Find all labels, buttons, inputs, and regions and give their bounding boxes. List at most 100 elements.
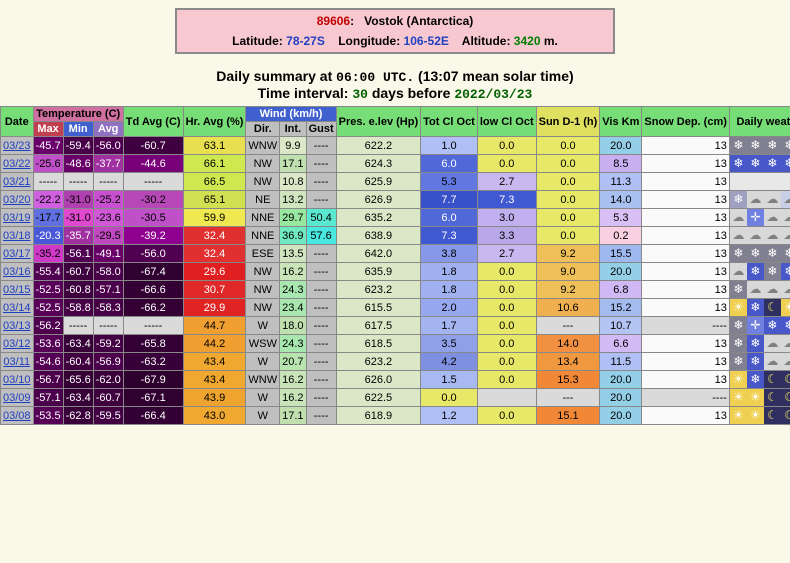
table-cell: 642.0 — [336, 245, 420, 263]
snow-icon: ❄ — [730, 245, 747, 262]
table-cell: 03/16 — [1, 263, 34, 281]
table-cell: 11.5 — [600, 353, 642, 371]
table-cell: -30.2 — [123, 191, 183, 209]
table-cell: ---- — [306, 371, 336, 389]
table-cell: 0.0 — [477, 299, 536, 317]
table-cell: 14.0 — [600, 191, 642, 209]
snow-icon: ❄ — [730, 137, 747, 154]
blank-icon — [747, 173, 764, 190]
table-cell: -29.5 — [93, 227, 123, 245]
date-link[interactable]: 03/10 — [3, 374, 31, 386]
table-cell: 66.1 — [183, 155, 246, 173]
table-cell: ---- — [306, 245, 336, 263]
table-cell: 23.4 — [280, 299, 306, 317]
snow-icon: ❄ — [730, 281, 747, 298]
table-cell: -20.3 — [33, 227, 63, 245]
table-cell: 03/09 — [1, 389, 34, 407]
date-link[interactable]: 03/16 — [3, 266, 31, 278]
table-cell: 29.7 — [280, 209, 306, 227]
table-row: 03/19-17.7-31.0-23.6-30.559.9NNE29.750.4… — [1, 209, 790, 227]
date-link[interactable]: 03/23 — [3, 140, 31, 152]
table-cell: ---- — [642, 389, 730, 407]
weather-icons-cell: ☀❄☾☾☀❄❄❄ — [729, 371, 790, 389]
climate-table: DateTemperature (C)Td Avg (C)Hr. Avg (%)… — [0, 106, 790, 425]
moon-icon: ☾ — [764, 299, 781, 316]
ovc-icon: ☁ — [730, 227, 747, 244]
table-cell: 20.0 — [600, 407, 642, 425]
date-link[interactable]: 03/22 — [3, 158, 31, 170]
date-link[interactable]: 03/17 — [3, 248, 31, 260]
date-link[interactable]: 03/20 — [3, 194, 31, 206]
table-cell: -66.6 — [123, 281, 183, 299]
table-cell: -58.3 — [93, 299, 123, 317]
table-cell: ---- — [306, 407, 336, 425]
table-cell: -57.1 — [93, 281, 123, 299]
moon-icon: ☾ — [781, 407, 790, 424]
table-cell: 0.2 — [600, 227, 642, 245]
table-cell: ----- — [33, 173, 63, 191]
station-line2: Latitude: 78-27S Longitude: 106-52E Alti… — [185, 34, 605, 48]
table-cell: -31.0 — [63, 209, 93, 227]
table-cell: 50.4 — [306, 209, 336, 227]
sun-icon: ☀ — [730, 389, 747, 406]
moon-icon: ☾ — [764, 407, 781, 424]
table-cell: 13.5 — [280, 245, 306, 263]
table-cell: 6.6 — [600, 335, 642, 353]
table-cell: 5.3 — [421, 173, 478, 191]
table-cell: 20.0 — [600, 371, 642, 389]
table-cell: 626.9 — [336, 191, 420, 209]
table-cell: 20.0 — [600, 137, 642, 155]
date-link[interactable]: 03/18 — [3, 230, 31, 242]
date-link[interactable]: 03/09 — [3, 392, 31, 404]
table-row: 03/16-55.4-60.7-58.0-67.429.6NW16.2----6… — [1, 263, 790, 281]
ovc-icon: ☁ — [764, 335, 781, 352]
ovc-icon: ☁ — [730, 263, 747, 280]
blank-icon — [781, 173, 790, 190]
table-row: 03/10-56.7-65.6-62.0-67.943.4WNW16.2----… — [1, 371, 790, 389]
date-link[interactable]: 03/14 — [3, 302, 31, 314]
table-row: 03/20-22.2-31.0-25.2-30.265.1NE13.2----6… — [1, 191, 790, 209]
blank-icon — [730, 173, 747, 190]
table-cell: -67.1 — [123, 389, 183, 407]
table-cell: NNE — [246, 227, 280, 245]
table-cell: 10.8 — [280, 173, 306, 191]
table-cell: -35.2 — [33, 245, 63, 263]
date-link[interactable]: 03/08 — [3, 410, 31, 422]
table-cell: NW — [246, 263, 280, 281]
table-cell: NE — [246, 191, 280, 209]
date-link[interactable]: 03/15 — [3, 284, 31, 296]
table-cell: -67.9 — [123, 371, 183, 389]
table-cell: W — [246, 389, 280, 407]
table-cell: 13.4 — [536, 353, 600, 371]
table-cell: 635.2 — [336, 209, 420, 227]
table-cell: -63.2 — [123, 353, 183, 371]
moon-icon: ☾ — [764, 389, 781, 406]
csnow-icon: ❄ — [747, 335, 764, 352]
csnow-icon: ❄ — [747, 155, 764, 172]
table-cell: -59.5 — [93, 407, 123, 425]
weather-icons-cell: ❄❄☁☁☁☁❄☁ — [729, 335, 790, 353]
date-link[interactable]: 03/11 — [3, 356, 30, 368]
date-link[interactable]: 03/21 — [3, 176, 31, 188]
snow-icon: ❄ — [781, 137, 790, 154]
table-cell: -58.8 — [63, 299, 93, 317]
snow-icon: ❄ — [764, 245, 781, 262]
table-cell: 0.0 — [536, 209, 600, 227]
cross-icon: ✛ — [747, 317, 764, 334]
csnow-icon: ❄ — [730, 155, 747, 172]
table-cell: 13 — [642, 155, 730, 173]
table-row: 03/12-53.6-63.4-59.2-65.844.2WSW24.3----… — [1, 335, 790, 353]
date-link[interactable]: 03/13 — [3, 320, 31, 332]
table-cell: 36.9 — [280, 227, 306, 245]
date-link[interactable]: 03/12 — [3, 338, 31, 350]
weather-icons-cell: ☀❄☾☀❄❄❄❄ — [729, 299, 790, 317]
table-cell: 638.9 — [336, 227, 420, 245]
table-row: 03/22-25.6-48.6-37.7-44.666.1NW17.1----6… — [1, 155, 790, 173]
ovc-icon: ☁ — [747, 281, 764, 298]
weather-icons-cell: ☀☀☾☾☀☀☀☀ — [729, 389, 790, 407]
date-link[interactable]: 03/19 — [3, 212, 31, 224]
table-cell: -44.6 — [123, 155, 183, 173]
table-cell: -63.4 — [63, 335, 93, 353]
table-cell: -39.2 — [123, 227, 183, 245]
table-cell: 18.0 — [280, 317, 306, 335]
